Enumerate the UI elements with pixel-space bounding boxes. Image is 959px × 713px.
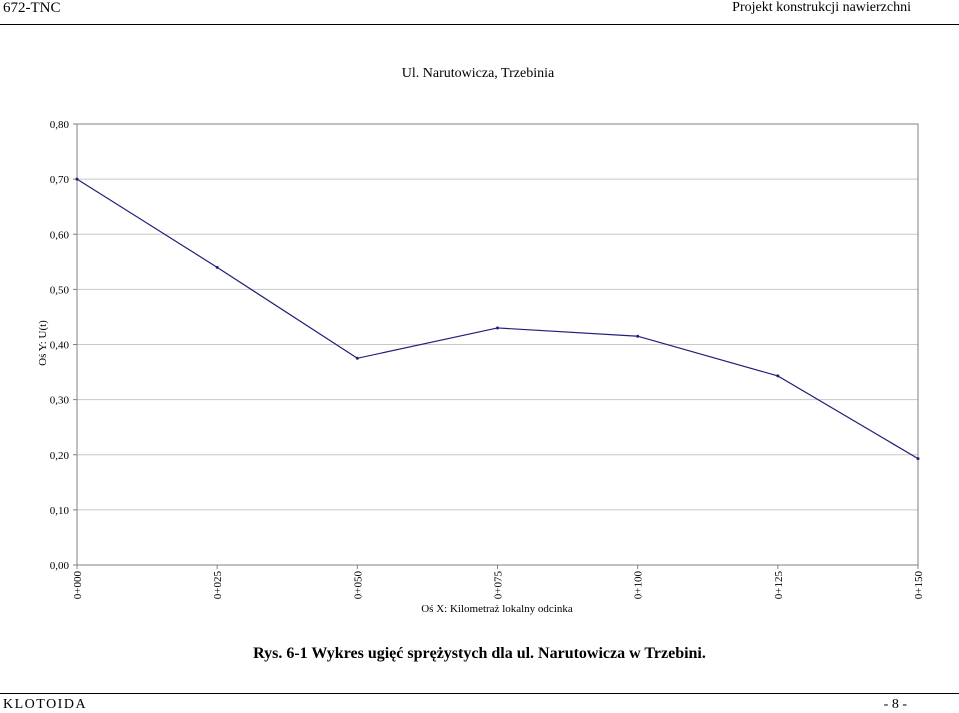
data-point	[496, 326, 499, 330]
y-tick-label: 0,20	[50, 450, 70, 462]
page-footer: KLOTOIDA - 8 -	[0, 693, 959, 712]
x-tick-label: 0+125	[773, 571, 785, 600]
data-point	[776, 374, 780, 378]
y-tick-label: 0,40	[50, 340, 70, 352]
data-point	[916, 457, 920, 461]
x-tick-label: 0+100	[633, 571, 645, 600]
company-name: KLOTOIDA	[3, 697, 88, 712]
y-tick-label: 0,10	[50, 505, 70, 517]
document-code: 672-TNC	[3, 0, 61, 16]
x-axis-label: Oś X: Kilometraż lokalny odcinka	[421, 603, 573, 615]
figure-caption: Rys. 6-1 Wykres ugięć sprężystych dla ul…	[253, 645, 706, 662]
y-tick-label: 0,30	[50, 395, 70, 407]
y-tick-label: 0,80	[50, 119, 70, 131]
page-header: 672-TNC Projekt konstrukcji nawierzchni	[0, 0, 959, 25]
document-title: Projekt konstrukcji nawierzchni	[732, 0, 911, 15]
page-number: - 8 -	[883, 697, 907, 712]
y-tick-label: 0,60	[50, 229, 70, 241]
y-axis-ticks: 0,00 0,10 0,20 0,30 0,40 0,50 0,60 0,70 0,80	[50, 119, 77, 572]
y-tick-label: 0,70	[50, 174, 70, 186]
data-point	[215, 265, 219, 269]
x-tick-label: 0+150	[913, 571, 925, 600]
deflection-chart: Ul. Narutowicza, Trzebinia 0,000,100,200…	[37, 66, 925, 615]
y-tick-label: 0,00	[50, 560, 70, 572]
data-point	[355, 356, 359, 360]
y-axis-label: Oś Y: U(t)	[37, 320, 49, 366]
x-tick-label: 0+025	[212, 571, 224, 600]
series-layer	[75, 177, 920, 461]
x-axis-ticks: 0+000 0+025 0+050 0+075 0+100 0+125 0+150	[72, 565, 925, 599]
chart-title: Ul. Narutowicza, Trzebinia	[402, 66, 555, 81]
x-tick-label: 0+075	[493, 571, 505, 600]
y-tick-label: 0,50	[50, 284, 70, 296]
data-point	[75, 177, 79, 181]
grid-lines	[77, 178, 918, 511]
x-tick-label: 0+000	[72, 571, 84, 600]
x-tick-label: 0+050	[352, 571, 364, 600]
data-point	[636, 334, 640, 338]
series-line	[76, 178, 919, 460]
